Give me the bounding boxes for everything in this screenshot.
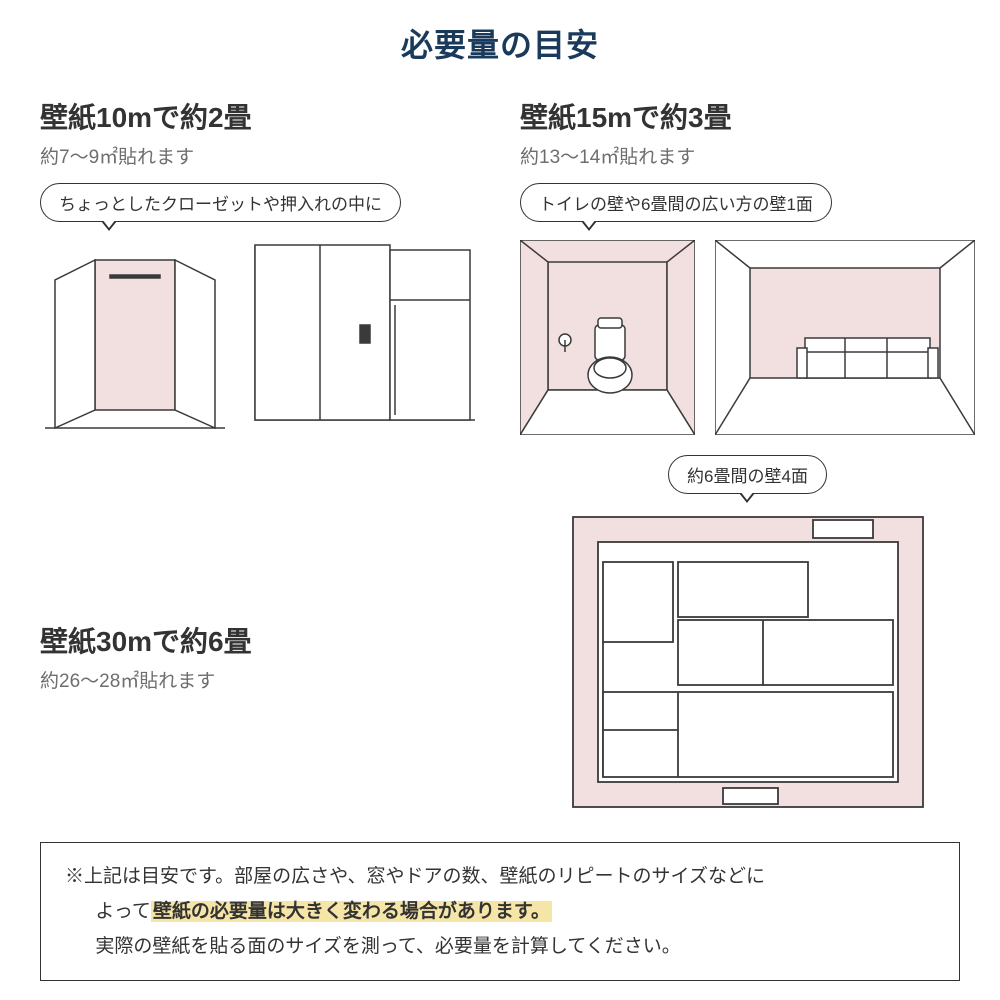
toilet-room-icon bbox=[520, 240, 695, 435]
note-box: ※上記は目安です。部屋の広さや、窓やドアの数、壁紙のリピートのサイズなどに よっ… bbox=[40, 842, 960, 981]
section-floorplan: 約6畳間の壁4面 bbox=[520, 455, 975, 812]
bubble-floorplan: 約6畳間の壁4面 bbox=[668, 455, 827, 494]
note-line1: ※上記は目安です。部屋の広さや、窓やドアの数、壁紙のリピートのサイズなどに bbox=[65, 866, 765, 887]
subtext-15m: 約13～14㎡貼れます bbox=[520, 142, 975, 169]
note-line2: よって壁紙の必要量は大きく変わる場合があります。 bbox=[65, 894, 935, 929]
subtext-10m: 約7～9㎡貼れます bbox=[40, 142, 480, 169]
subtext-30m: 約26～28㎡貼れます bbox=[40, 666, 480, 693]
floorplan-icon bbox=[568, 512, 928, 812]
closet-open-icon bbox=[40, 240, 230, 430]
section-30m: 壁紙30mで約6畳 約26～28㎡貼れます bbox=[40, 455, 480, 812]
bubble-15m: トイレの壁や6畳間の広い方の壁1面 bbox=[520, 183, 832, 222]
living-room-icon bbox=[715, 240, 975, 435]
page-title: 必要量の目安 bbox=[30, 20, 970, 66]
section-10m: 壁紙10mで約2畳 約7～9㎡貼れます ちょっとしたクローゼットや押入れの中に bbox=[40, 96, 480, 435]
bubble-10m: ちょっとしたクローゼットや押入れの中に bbox=[40, 183, 401, 222]
heading-10m: 壁紙10mで約2畳 bbox=[40, 96, 480, 136]
info-grid: 壁紙10mで約2畳 約7～9㎡貼れます ちょっとしたクローゼットや押入れの中に bbox=[30, 96, 970, 812]
heading-15m: 壁紙15mで約3畳 bbox=[520, 96, 975, 136]
note-line3: 実際の壁紙を貼る面のサイズを測って、必要量を計算してください。 bbox=[65, 929, 935, 964]
note-line2-prefix: よって bbox=[95, 901, 150, 922]
section-15m: 壁紙15mで約3畳 約13～14㎡貼れます トイレの壁や6畳間の広い方の壁1面 bbox=[520, 96, 975, 435]
sliding-closet-icon bbox=[250, 240, 480, 430]
heading-30m: 壁紙30mで約6畳 bbox=[40, 620, 480, 660]
note-highlight: 壁紙の必要量は大きく変わる場合があります。 bbox=[151, 901, 552, 922]
